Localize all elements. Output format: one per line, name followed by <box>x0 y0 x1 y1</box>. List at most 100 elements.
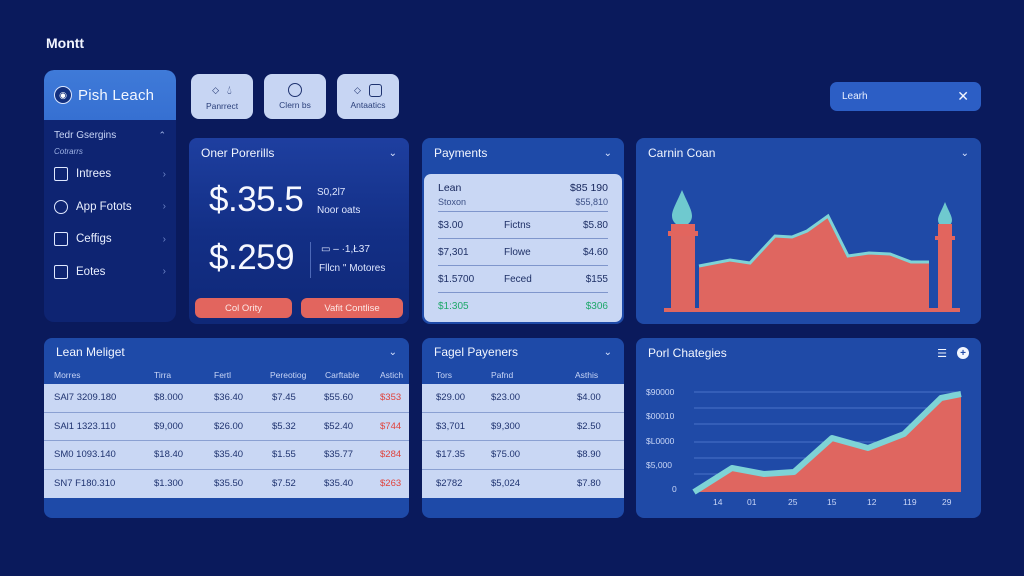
column-header[interactable]: Tirra <box>154 370 172 380</box>
pill-panrrect[interactable]: ◇ 💧︎ Panrrect <box>191 74 253 119</box>
list-icon[interactable]: ☰ <box>937 347 947 360</box>
sidebar-item-intrees[interactable]: Intrees › <box>44 158 176 191</box>
column-header[interactable]: Astich <box>380 370 404 380</box>
secondary-stat: ▭ – ·1,Ł37 <box>321 244 370 255</box>
report-icon <box>368 83 382 97</box>
sidebar-item-label: Intrees <box>76 168 112 181</box>
call-button[interactable]: Col Ority <box>195 298 292 318</box>
carnin-panel: Carnin Coan ⌄ <box>636 138 981 324</box>
payment-row[interactable]: $7,301 Flowe $4.60 <box>438 243 608 261</box>
document-list-icon <box>54 232 68 247</box>
column-header[interactable]: Asthis <box>575 370 599 380</box>
primary-value: $.35.5 <box>209 180 304 219</box>
chevron-down-icon[interactable]: ⌄ <box>603 346 612 358</box>
table-row[interactable]: SAl1 1323.110 $9,000 $26.00 $5.32 $52.40… <box>44 413 409 441</box>
table-row[interactable]: SN7 F180.310 $1.300 $35.50 $7.52 $35.40 … <box>44 470 409 499</box>
column-header[interactable]: Pereotiog <box>270 370 307 380</box>
y-tick: $L0000 <box>646 436 675 446</box>
payment-row[interactable]: $3.00 Fictns $5.80 <box>438 216 608 234</box>
panel-title: Oner Porerills <box>201 146 275 160</box>
y-tick: 0 <box>672 484 677 494</box>
table-body: SAl7 3209.180 $8.000 $36.40 $7.45 $55.60… <box>44 384 409 498</box>
search-box[interactable]: ✕ <box>830 82 981 111</box>
table-header: Morres Tirra Fertl Pereotiog Carftable A… <box>44 366 409 384</box>
area-chart: $90000 $00010 $L0000 $5,000 0 14 01 25 1… <box>646 387 962 507</box>
pill-label: Antaatics <box>350 99 386 110</box>
sidebar-subsection-label: Cotrarrs <box>54 147 83 156</box>
search-input[interactable] <box>842 91 942 102</box>
chevron-down-icon[interactable]: ⌄ <box>603 147 612 159</box>
cell: $4.00 <box>577 392 601 404</box>
x-tick: 29 <box>942 497 952 507</box>
chevron-right-icon: › <box>162 266 166 278</box>
table-row[interactable]: SAl7 3209.180 $8.000 $36.40 $7.45 $55.60… <box>44 384 409 413</box>
chevron-down-icon[interactable]: ⌄ <box>960 147 969 159</box>
visit-button[interactable]: Vafit Contlise <box>301 298 403 318</box>
brand-header[interactable]: ◉ Pish Leach <box>44 70 176 120</box>
globe-icon <box>288 83 302 97</box>
sidebar-item-label: App Fotots <box>76 200 132 213</box>
cell: $35.77 <box>324 449 354 461</box>
loan-table-panel: Lean Meliget ⌄ Morres Tirra Fertl Pereot… <box>44 338 409 518</box>
table-row[interactable]: $17.35 $75.00 $8.90 <box>422 441 624 470</box>
sidebar-section-label: Tedr Gsergins <box>54 130 117 141</box>
payment-row[interactable]: $1.5700 Feced $155 <box>438 270 608 288</box>
cell: $36.40 <box>214 392 244 404</box>
column-header[interactable]: Carftable <box>325 370 360 380</box>
cell: $744 <box>380 420 402 432</box>
payment-label: Fictns <box>504 219 531 231</box>
cell: $9,000 <box>154 420 184 432</box>
chevron-down-icon[interactable]: ⌄ <box>388 147 397 159</box>
table-row[interactable]: $29.00 $23.00 $4.00 <box>422 384 624 413</box>
skyline-area-chart <box>664 190 960 312</box>
add-circle-icon[interactable]: + <box>957 347 969 359</box>
payment-value: $5.80 <box>582 219 608 231</box>
cell: $353 <box>380 392 402 404</box>
cell: $1.55 <box>272 449 296 461</box>
sidebar-item-eotes[interactable]: Eotes › <box>44 256 176 289</box>
table-header: Tors Pafnd Asthis <box>422 366 624 384</box>
secondary-value: $.259 <box>209 238 295 277</box>
chevron-right-icon: › <box>162 168 166 180</box>
table-body: $29.00 $23.00 $4.00 $3,701 $9,300 $2.50 … <box>422 384 624 498</box>
edit-box-icon <box>54 264 68 279</box>
chevron-down-icon[interactable]: ⌄ <box>388 346 397 358</box>
cell: $7.80 <box>577 478 601 490</box>
x-tick: 119 <box>903 497 917 507</box>
payment-amount: $3.00 <box>438 219 464 231</box>
cell: $52.40 <box>324 420 354 432</box>
pill-clern-bs[interactable]: Clern bs <box>264 74 326 119</box>
cell: $7.52 <box>272 478 296 490</box>
payment-amount: $1.5700 <box>438 273 475 285</box>
sidebar-item-app-fotots[interactable]: App Fotots › <box>44 191 176 224</box>
fagel-payments-panel: Fagel Payeners ⌄ Tors Pafnd Asthis $29.0… <box>422 338 624 518</box>
column-header[interactable]: Fertl <box>214 370 231 380</box>
portfolio-panel: Oner Porerills ⌄ $.35.5 S0,2l7 Noor oats… <box>189 138 409 324</box>
table-row[interactable]: $2782 $5,024 $7.80 <box>422 470 624 499</box>
sidebar-item-label: Eotes <box>76 265 106 278</box>
column-header[interactable]: Pafnd <box>491 370 514 380</box>
table-row[interactable]: SM0 1093.140 $18.40 $35.40 $1.55 $35.77 … <box>44 441 409 470</box>
pill-antaatics[interactable]: ◇ Antaatics <box>337 74 399 119</box>
cell: $55.60 <box>324 392 354 404</box>
primary-caption: Noor oats <box>317 205 361 216</box>
panel-title: Lean Meliget <box>56 345 125 359</box>
primary-stat: S0,2l7 <box>317 187 346 198</box>
close-icon[interactable]: ✕ <box>957 88 969 104</box>
column-header[interactable]: Tors <box>436 370 453 380</box>
cell: $35.40 <box>214 449 244 461</box>
sidebar-section-toggle[interactable]: Tedr Gsergins ⌃ <box>44 120 176 141</box>
drop-icon: 💧︎ <box>227 82 232 97</box>
cell: $26.00 <box>214 420 244 432</box>
column-header[interactable]: Morres <box>54 370 81 380</box>
y-tick: $5,000 <box>646 460 672 470</box>
cell: SM0 1093.140 <box>54 449 116 461</box>
table-row[interactable]: $3,701 $9,300 $2.50 <box>422 413 624 441</box>
x-tick: 12 <box>867 497 877 507</box>
sidebar-item-ceffigs[interactable]: Ceffigs › <box>44 223 176 256</box>
cell: $7.45 <box>272 392 296 404</box>
panel-title: Payments <box>434 146 488 160</box>
cell: $29.00 <box>436 392 466 404</box>
payment-label: Flowe <box>504 246 531 258</box>
chevron-right-icon: › <box>162 201 166 213</box>
